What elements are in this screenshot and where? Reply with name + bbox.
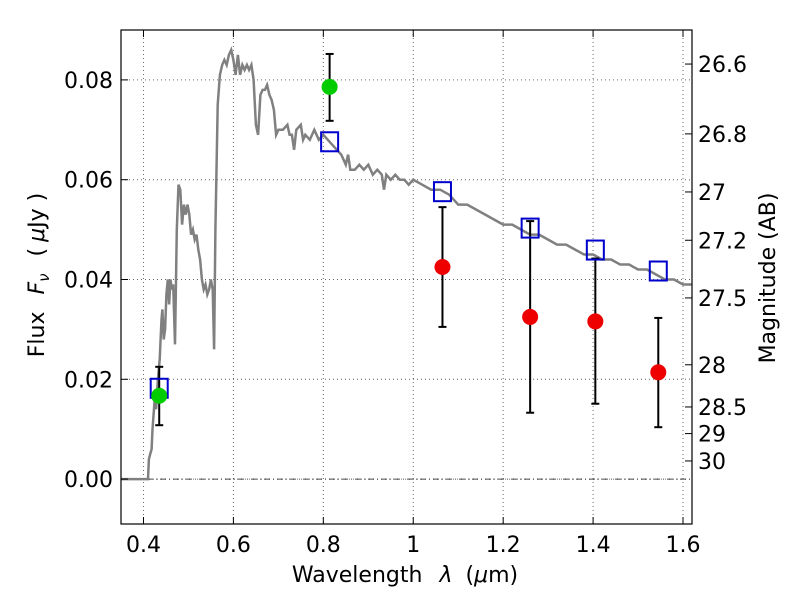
plot-frame xyxy=(120,29,693,525)
y-axis-label: Flux Fν ( μJy ) xyxy=(25,193,55,357)
model-photometry-square xyxy=(585,239,605,261)
observed-flux-point xyxy=(522,308,539,325)
magnitude-tick-label: 27.2 xyxy=(698,229,747,254)
model-spectrum-line xyxy=(121,46,692,481)
magnitude-tick-label: 26.8 xyxy=(698,123,747,148)
y-tick-label: 0.00 xyxy=(64,468,113,493)
x-tick-label: 1.6 xyxy=(666,533,701,558)
y-tick-label: 0.04 xyxy=(64,268,113,293)
y-tick-label: 0.02 xyxy=(64,368,113,393)
y-axis-label-text: Flux xyxy=(25,312,50,358)
y-axis-label-unit-mu: μ xyxy=(25,228,50,243)
data-marks xyxy=(149,52,668,429)
y-tick-label: 0.08 xyxy=(64,69,113,94)
x-axis-label-unit-rest: m) xyxy=(488,563,518,588)
grid xyxy=(121,30,692,524)
observed-flux-point xyxy=(321,78,338,95)
magnitude-tick-label: 28 xyxy=(698,354,726,379)
magnitude-tick-label: 29 xyxy=(698,423,726,448)
magnitude-tick-label: 26.6 xyxy=(698,53,747,78)
magnitude-tick-label: 27 xyxy=(698,181,726,206)
model-photometry-square xyxy=(648,260,668,282)
x-axis-label: Wavelength λ (μm) xyxy=(292,563,518,588)
x-axis-label-unit-open: ( xyxy=(465,563,474,588)
y-axis-label-unit-open: ( xyxy=(25,248,50,257)
x-tick-label: 0.6 xyxy=(216,533,251,558)
y-axis-label-symbol: F xyxy=(25,282,50,295)
magnitude-tick-label: 28.5 xyxy=(698,396,747,421)
magnitude-axis-label: Magnitude (AB) xyxy=(756,193,781,364)
x-tick-label: 1.4 xyxy=(576,533,611,558)
observed-flux-point xyxy=(587,313,604,330)
model-photometry-square xyxy=(320,131,340,153)
y-axis-label-subscript: ν xyxy=(35,273,53,281)
axis-ticks: 0.4 0.6 0.8 1 1.2 1.4 1.6 0.00 0.02 0.04 0.06 0.08 2… xyxy=(64,30,747,558)
x-tick-label: 0.4 xyxy=(126,533,161,558)
x-axis-label-unit-mu: μ xyxy=(473,563,488,588)
observed-flux-point xyxy=(151,387,168,404)
x-axis-label-text: Wavelength xyxy=(292,563,423,588)
y-axis-label-unit-rest: Jy ) xyxy=(25,193,50,230)
x-tick-label: 1 xyxy=(406,533,420,558)
observed-flux-point xyxy=(650,364,667,381)
x-tick-label: 0.8 xyxy=(306,533,341,558)
x-tick-label: 1.2 xyxy=(486,533,521,558)
observed-flux-point xyxy=(434,259,451,276)
model-photometry-square xyxy=(432,181,452,203)
magnitude-tick-label: 30 xyxy=(698,450,726,475)
magnitude-tick-label: 27.5 xyxy=(698,287,747,312)
y-tick-label: 0.06 xyxy=(64,169,113,194)
model-photometry-square xyxy=(520,217,540,239)
x-axis-label-symbol: λ xyxy=(438,563,452,588)
